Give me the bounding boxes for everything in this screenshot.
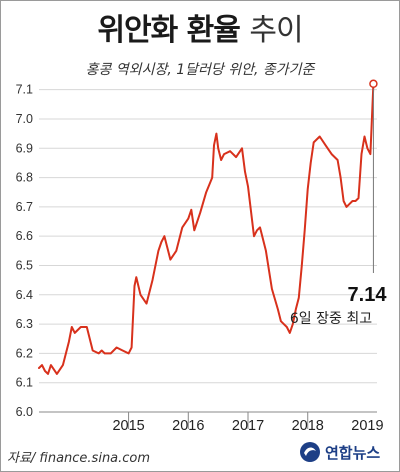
y-tick-label: 6.7 — [16, 200, 33, 214]
x-tick-label: 2015 — [112, 418, 144, 434]
source-note: 자료/ finance.sina.com — [7, 451, 151, 466]
annotation-marker — [369, 79, 378, 89]
y-tick-label: 6.4 — [16, 288, 33, 302]
x-tick-label: 2017 — [232, 418, 264, 434]
logo-text: 연합뉴스 — [325, 443, 381, 462]
grid-lines — [39, 89, 377, 384]
series-layer — [38, 82, 375, 375]
x-tick-label: 2016 — [172, 418, 204, 434]
x-tick-label: 2019 — [351, 418, 383, 434]
annotation-note: 6일 장중 최고 — [290, 311, 372, 327]
y-tick-label: 6.1 — [16, 376, 33, 390]
y-tick-label: 7.0 — [16, 112, 33, 126]
x-tick-labels: 2015 2016 2017 2018 2019 — [112, 418, 383, 434]
series-line — [38, 82, 375, 375]
y-tick-label: 7.1 — [16, 83, 33, 97]
y-tick-label: 6.5 — [16, 258, 33, 272]
chart-subtitle: 홍콩 역외시장, 1달러당 위안, 종가기준 — [85, 62, 315, 78]
annotation-layer: 7.14 6일 장중 최고 — [290, 79, 388, 327]
y-tick-label: 6.2 — [16, 346, 33, 360]
yonhap-logo-icon — [300, 442, 320, 462]
annotation-value: 7.14 — [348, 284, 388, 306]
chart-title: 위안화 환율 추이 — [1, 5, 399, 49]
y-tick-label: 6.0 — [16, 405, 33, 419]
yonhap-logo: 연합뉴스 — [299, 441, 380, 463]
axes — [39, 411, 377, 429]
x-tick-label: 2018 — [292, 418, 324, 434]
chart-title-sub: 추이 — [249, 13, 303, 48]
chart-title-main: 위안화 환율 — [97, 13, 240, 48]
y-tick-label: 6.3 — [16, 317, 33, 331]
y-tick-label: 6.9 — [16, 141, 33, 155]
y-tick-label: 6.8 — [16, 171, 33, 185]
y-tick-labels: 6.0 6.1 6.2 6.3 6.4 6.5 6.6 6.7 6.8 6.9 7.0 7.1 — [16, 83, 33, 419]
y-tick-label: 6.6 — [16, 229, 33, 243]
